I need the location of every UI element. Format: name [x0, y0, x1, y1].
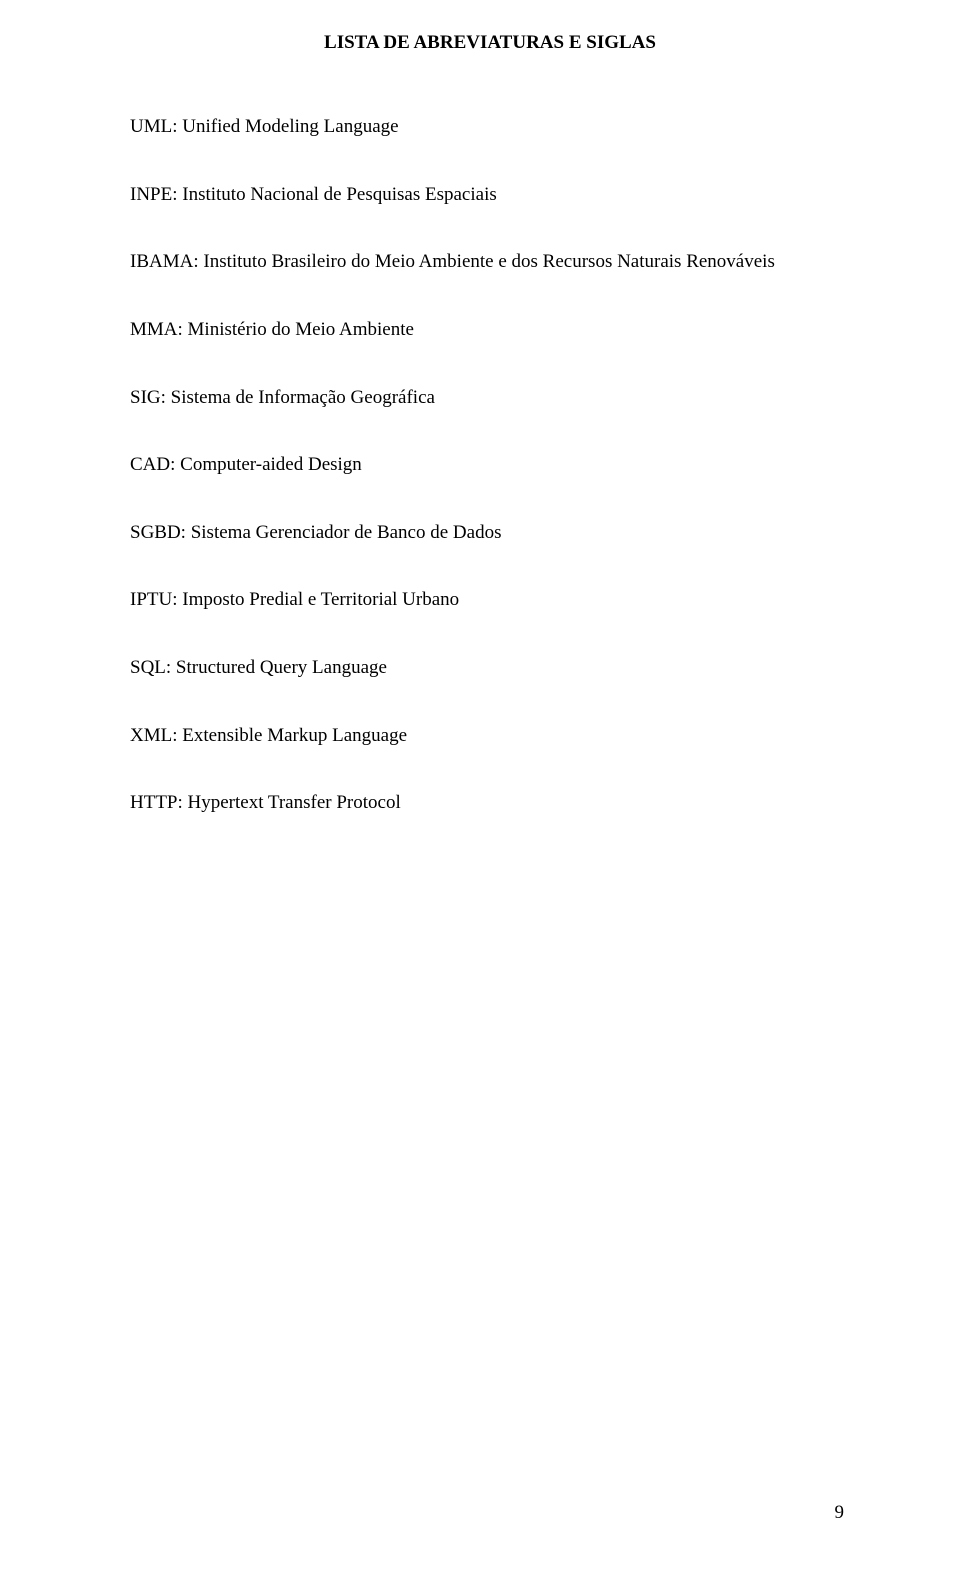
abbrev-entry: XML: Extensible Markup Language: [130, 723, 850, 749]
page-title: LISTA DE ABREVIATURAS E SIGLAS: [130, 32, 850, 54]
abbrev-entry: MMA: Ministério do Meio Ambiente: [130, 317, 850, 343]
abbrev-entry: SIG: Sistema de Informação Geográfica: [130, 385, 850, 411]
abbrev-entry: HTTP: Hypertext Transfer Protocol: [130, 790, 850, 816]
abbrev-entry: INPE: Instituto Nacional de Pesquisas Es…: [130, 182, 850, 208]
page-number: 9: [835, 1502, 845, 1524]
abbrev-entry: IPTU: Imposto Predial e Territorial Urba…: [130, 587, 850, 613]
abbrev-entry: IBAMA: Instituto Brasileiro do Meio Ambi…: [130, 249, 850, 275]
abbrev-entry: SQL: Structured Query Language: [130, 655, 850, 681]
abbrev-entry: UML: Unified Modeling Language: [130, 114, 850, 140]
abbrev-entry: SGBD: Sistema Gerenciador de Banco de Da…: [130, 520, 850, 546]
abbrev-entry: CAD: Computer-aided Design: [130, 452, 850, 478]
page-container: LISTA DE ABREVIATURAS E SIGLAS UML: Unif…: [0, 0, 960, 816]
